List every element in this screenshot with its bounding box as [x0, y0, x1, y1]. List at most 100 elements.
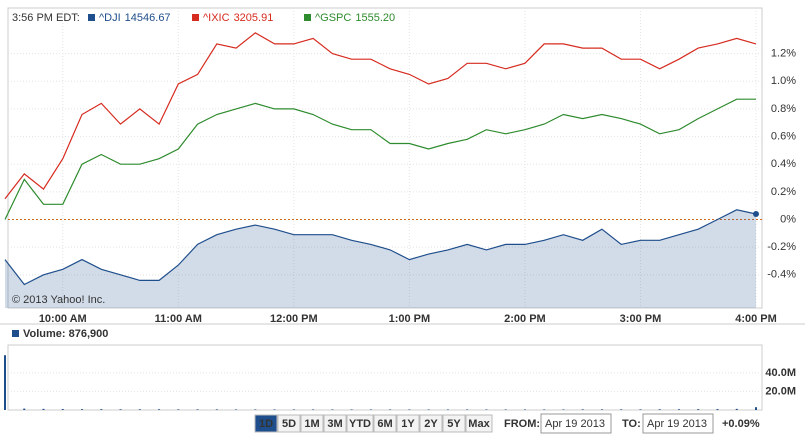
range-button[interactable] [442, 414, 466, 433]
range-button[interactable] [396, 414, 420, 433]
range-button[interactable] [300, 414, 324, 433]
range-button-label[interactable]: YTD [349, 418, 371, 430]
to-input[interactable] [642, 413, 714, 434]
bar [254, 409, 257, 410]
bar [658, 409, 661, 410]
legend-quote: 3205.91 [234, 12, 274, 24]
x-tick-label: 2:00 PM [504, 313, 546, 325]
end-marker [753, 210, 759, 217]
bar [312, 409, 315, 410]
line [4, 32, 757, 200]
range-button-label[interactable]: 2Y [424, 418, 438, 430]
y-tick-label: 0.4% [771, 158, 796, 170]
legend-quote: 1555.20 [355, 12, 395, 24]
range-button[interactable] [373, 414, 397, 433]
x-tick-label: 11:00 AM [155, 313, 202, 325]
y-tick-label: 40.0M [765, 367, 796, 379]
bar [427, 409, 430, 410]
range-button[interactable] [277, 414, 301, 433]
bar [543, 409, 546, 410]
x-tick-label: 4:00 PM [735, 313, 777, 325]
y-tick-label: -0.2% [767, 241, 796, 253]
bar [504, 409, 507, 410]
range-button-label[interactable]: 3M [327, 418, 342, 430]
area [5, 209, 756, 308]
legend-entry: ^GSPC 1555.20 [315, 12, 395, 24]
from-label: FROM: [504, 418, 540, 430]
bar [81, 409, 84, 410]
range-button[interactable] [465, 414, 493, 433]
line [4, 209, 757, 286]
bar [350, 409, 353, 410]
range-button-label[interactable]: 1Y [401, 418, 415, 430]
from-value[interactable]: Apr 19 2013 [545, 418, 605, 430]
bar [755, 407, 757, 410]
watermark: © 2013 Yahoo! Inc. [12, 294, 105, 306]
x-tick-label: 1:00 PM [389, 313, 431, 325]
range-button[interactable] [419, 414, 443, 433]
line [4, 98, 756, 220]
y-tick-label: 0.2% [771, 186, 796, 198]
bar [23, 408, 26, 410]
bar [100, 409, 103, 410]
y-tick-label: 0.6% [771, 130, 796, 142]
range-button[interactable] [323, 414, 347, 433]
bar [581, 409, 584, 410]
plot-frame [7, 7, 763, 309]
bar [735, 408, 738, 410]
x-tick-label: 12:00 PM [270, 313, 318, 325]
range-button-label[interactable]: 6M [377, 418, 392, 430]
bar [273, 409, 276, 410]
x-tick-label: 10:00 AM [39, 313, 87, 325]
y-tick-label: 1.0% [771, 75, 796, 87]
legend-name: ^GSPC [315, 12, 351, 24]
legend-quote: 14546.67 [125, 12, 171, 24]
range-button[interactable] [346, 414, 374, 433]
bar [215, 409, 218, 410]
bar [158, 409, 161, 410]
time-label: 3:56 PM EDT: [12, 12, 80, 24]
legend-name: ^IXIC [203, 12, 230, 24]
range-button[interactable] [254, 414, 278, 433]
bar [639, 409, 642, 410]
bar [61, 409, 64, 410]
bar [196, 409, 199, 410]
bar [523, 409, 526, 410]
bar [466, 409, 469, 410]
change: +0.09% [722, 418, 760, 430]
range-button-label[interactable]: 5D [282, 418, 296, 430]
bar [677, 409, 680, 410]
bar [389, 409, 392, 410]
bar [119, 409, 122, 410]
bar [446, 409, 449, 410]
bar [697, 409, 700, 410]
legend-swatch [192, 14, 199, 21]
bar [331, 409, 334, 410]
bar [485, 409, 488, 410]
bar [177, 409, 180, 410]
bar [408, 409, 411, 410]
legend-entry: ^DJI 14546.67 [99, 12, 171, 24]
y-tick-label: 1.2% [771, 48, 796, 60]
legend-swatch [12, 330, 19, 337]
range-button-label[interactable]: 1M [304, 418, 319, 430]
volume-title: Volume: 876,900 [23, 328, 108, 340]
bar [42, 408, 45, 410]
from-input[interactable] [540, 413, 612, 434]
legend-name: ^DJI [99, 12, 121, 24]
y-tick-label: -0.4% [767, 269, 796, 281]
bar [369, 409, 372, 410]
range-button-label[interactable]: Max [468, 418, 490, 430]
range-button-label[interactable]: 5Y [447, 418, 461, 430]
bar [138, 409, 141, 410]
bar [600, 409, 603, 410]
legend-swatch [88, 14, 95, 21]
bar [292, 409, 295, 410]
legend-entry: ^IXIC 3205.91 [203, 12, 273, 24]
to-label: TO: [622, 418, 641, 430]
plot-frame [7, 344, 763, 411]
range-button-label[interactable]: 1D [259, 418, 273, 430]
bar [235, 409, 238, 410]
to-value[interactable]: Apr 19 2013 [647, 418, 707, 430]
